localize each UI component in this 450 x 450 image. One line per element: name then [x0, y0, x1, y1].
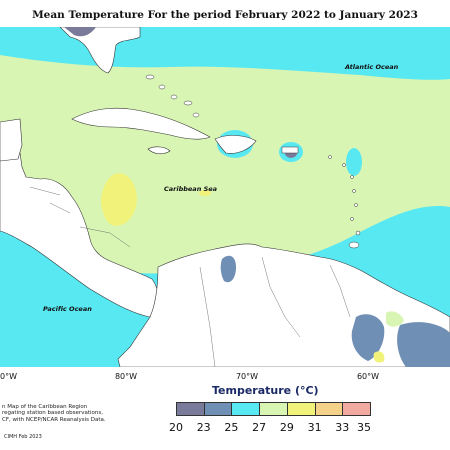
- legend-swatch-7: [342, 402, 372, 416]
- legend-swatch-5: [286, 402, 316, 416]
- legend-tick: 31: [307, 421, 322, 434]
- legend-title: Temperature (°C): [212, 384, 319, 397]
- land-florida: [59, 27, 141, 74]
- cool-patch-guyana: [351, 314, 385, 361]
- axis-label-70w: 70°W: [235, 372, 259, 381]
- map-note: n Map of the Caribbean Region regating s…: [2, 404, 142, 423]
- legend-tick: 20: [169, 421, 183, 434]
- legend-tick: 29: [279, 421, 294, 434]
- note-line: n Map of the Caribbean Region: [2, 404, 88, 410]
- land-yucatan: [0, 118, 23, 162]
- land-jamaica: [147, 146, 171, 155]
- country-borders: [29, 186, 351, 367]
- warm-patch-brazil: [373, 351, 385, 363]
- label-atlantic: Atlantic Ocean: [345, 63, 399, 71]
- legend-colorbar: [176, 402, 372, 416]
- legend-swatch-6: [314, 402, 344, 416]
- legend-swatch-1: [176, 402, 205, 416]
- legend-tick: 25: [224, 421, 239, 434]
- cool-patch-antilles: [346, 148, 362, 176]
- legend-tick: 35: [357, 421, 371, 434]
- map-title: Mean Temperature For the period February…: [32, 9, 418, 21]
- legend-swatch-4: [259, 402, 288, 416]
- warm-patch-guiana: [386, 311, 404, 327]
- credit: CIMH Feb 2023: [4, 434, 42, 440]
- temperature-patch-29-31: [101, 173, 137, 226]
- legend-swatch-2: [203, 402, 233, 416]
- axis-label-90w: 90°W: [0, 372, 18, 381]
- land-puertorico: [281, 146, 299, 154]
- cool-patch-suriname: [397, 322, 450, 367]
- temperature-patch-small: [199, 190, 211, 196]
- lesser-antilles: [328, 155, 361, 236]
- temperature-map: [0, 27, 450, 367]
- note-line: CF, with NCEP/NCAR Reanalysis Data.: [2, 416, 106, 423]
- note-line: regating station based observations,: [2, 410, 103, 417]
- land-central-america: [0, 152, 160, 318]
- axis-label-60w: 60°W: [356, 372, 380, 381]
- label-caribbean: Caribbean Sea: [164, 185, 218, 193]
- land-florida-dark: [64, 27, 96, 37]
- legend-swatch-3: [231, 402, 261, 416]
- land-hispaniola: [214, 135, 257, 154]
- legend-tick: 27: [252, 421, 267, 434]
- label-pacific: Pacific Ocean: [43, 305, 92, 313]
- cool-patch-maracaibo: [220, 255, 236, 283]
- land-cuba: [71, 107, 211, 140]
- bahamas-islands: [145, 74, 200, 118]
- legend-tick: 33: [335, 421, 350, 434]
- axis-label-80w: 80°W: [114, 372, 138, 381]
- legend-tick: 23: [196, 421, 211, 434]
- land-trinidad: [348, 241, 360, 249]
